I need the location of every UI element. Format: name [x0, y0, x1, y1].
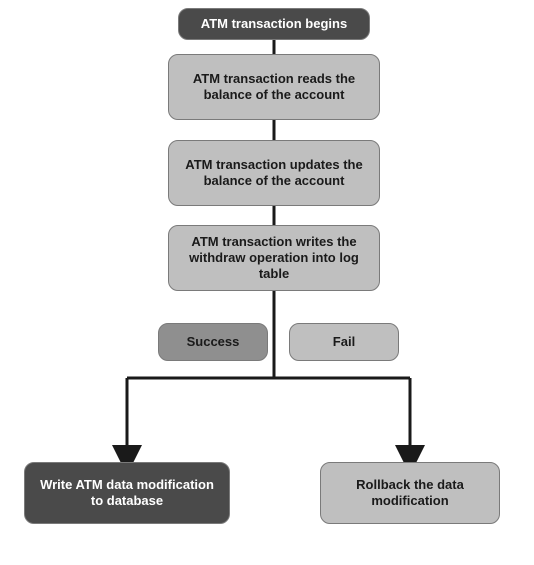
node-fail: Fail	[289, 323, 399, 361]
node-begin: ATM transaction begins	[178, 8, 370, 40]
node-read-label: ATM transaction reads the balance of the…	[183, 71, 365, 104]
node-success-label: Success	[187, 334, 240, 350]
node-read-balance: ATM transaction reads the balance of the…	[168, 54, 380, 120]
node-rollback-label: Rollback the data modification	[335, 477, 485, 510]
node-update-balance: ATM transaction updates the balance of t…	[168, 140, 380, 206]
node-update-label: ATM transaction updates the balance of t…	[183, 157, 365, 190]
node-begin-label: ATM transaction begins	[201, 16, 347, 32]
node-commit: Write ATM data modification to database	[24, 462, 230, 524]
node-writelog-label: ATM transaction writes the withdraw oper…	[183, 234, 365, 283]
node-fail-label: Fail	[333, 334, 355, 350]
node-success: Success	[158, 323, 268, 361]
node-commit-label: Write ATM data modification to database	[39, 477, 215, 510]
node-write-log: ATM transaction writes the withdraw oper…	[168, 225, 380, 291]
node-rollback: Rollback the data modification	[320, 462, 500, 524]
